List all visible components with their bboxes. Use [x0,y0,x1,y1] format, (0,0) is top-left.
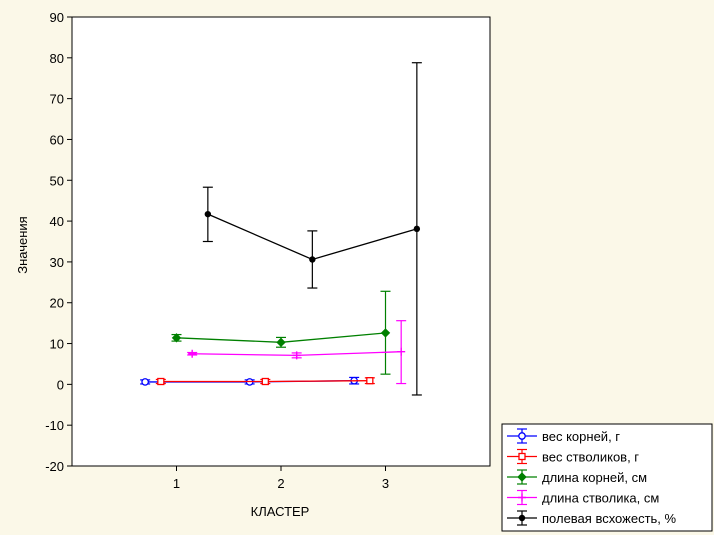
data-point [141,378,149,386]
series-layer [140,62,422,396]
y-tick-label: 20 [50,296,64,311]
legend-item: вес корней, г [507,428,620,444]
data-point [204,210,212,218]
data-point [292,351,301,360]
legend-item: длина корней, см [507,469,647,485]
x-axis: 1 2 3 [173,466,389,491]
series [155,377,375,386]
data-point [518,432,526,440]
data-point [518,452,526,461]
y-tick-label: 90 [50,10,64,25]
series [171,290,391,375]
y-tick-label: 40 [50,214,64,229]
data-point [397,347,406,356]
data-point [518,493,526,502]
data-point [518,514,526,522]
legend-item: полевая всхожесть, % [507,510,677,526]
x-axis-title: КЛАСТЕР [251,504,310,519]
y-tick-label: 10 [50,337,64,352]
x-tick-label: 1 [173,476,180,491]
legend-label: вес корней, г [542,429,620,444]
data-point [188,349,197,358]
data-point [380,328,391,338]
y-axis-title: Значения [15,216,30,273]
data-point [413,225,421,233]
data-point [517,472,527,482]
legend-label: вес стволиков, г [542,450,639,465]
legend: вес корней, г вес стволиков, г длина корне… [501,423,713,532]
data-point [171,333,182,343]
data-point [309,256,316,263]
y-tick-label: -10 [45,418,64,433]
x-tick-label: 3 [382,476,389,491]
y-tick-label: 50 [50,173,64,188]
series [202,62,422,396]
plot-area [71,16,491,467]
data-point [276,337,286,348]
data-point [157,377,165,386]
y-tick-label: 60 [50,132,64,147]
y-tick-label: 0 [57,377,64,392]
y-tick-label: -20 [45,459,64,474]
y-axis: -20 -10 0 10 20 30 40 50 60 70 80 90 [45,10,72,474]
legend-label: длина стволика, см [542,491,659,506]
x-tick-label: 2 [277,476,284,491]
data-point [261,377,269,386]
legend-item: вес стволиков, г [507,448,639,465]
legend-label: полевая всхожесть, % [542,511,677,526]
y-tick-label: 80 [50,51,64,66]
legend-label: длина корней, см [542,470,647,485]
y-tick-label: 30 [50,255,64,270]
data-point [366,377,374,385]
y-tick-label: 70 [50,92,64,107]
series [187,320,407,385]
legend-item: длина стволика, см [507,489,659,506]
